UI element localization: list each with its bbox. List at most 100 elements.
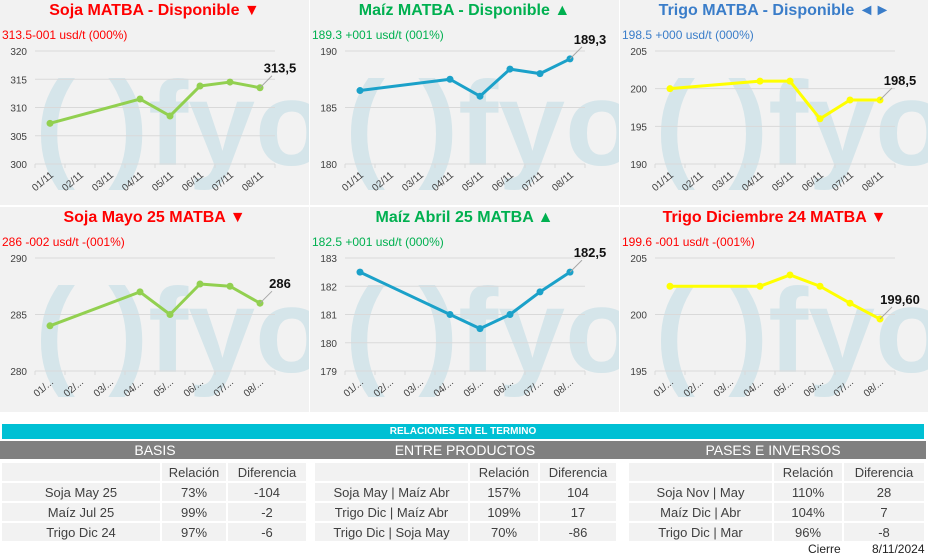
data-point[interactable] — [356, 268, 364, 276]
chart-title: Maíz MATBA - Disponible ▲ — [358, 2, 571, 19]
section-title-pases: PASES E INVERSOS — [705, 442, 841, 458]
y-tick-label: 205 — [630, 47, 647, 58]
chart-subtitle: 182.5 +001 usd/t (000%) — [312, 235, 444, 249]
data-point[interactable] — [196, 280, 204, 288]
relaciones-banner: RELACIONES EN EL TERMINO — [2, 424, 924, 439]
table-cell: 109% — [470, 503, 538, 521]
table-cell: 7 — [844, 503, 924, 521]
y-tick-label: 310 — [10, 104, 27, 115]
y-tick-label: 190 — [320, 47, 337, 58]
fyo-watermark: ( )fyo — [345, 57, 619, 191]
y-tick-label: 181 — [320, 311, 337, 322]
table-cell: Trigo Dic | Mar — [629, 523, 772, 541]
relaciones-table: Relación Diferencia Soja May 25 73% -104 Maíz… — [0, 461, 308, 543]
data-point[interactable] — [166, 311, 174, 318]
data-point[interactable] — [166, 112, 174, 120]
table-row: Trigo Dic 24 97% -6 — [2, 523, 306, 541]
data-point[interactable] — [46, 322, 54, 330]
chart-title: Trigo Diciembre 24 MATBA ▼ — [662, 209, 887, 226]
data-point[interactable] — [506, 65, 514, 73]
table-cell: Maíz Dic | Abr — [629, 503, 772, 521]
data-point[interactable] — [226, 78, 234, 86]
section-title-entre-productos: ENTRE PRODUCTOS — [394, 442, 536, 458]
data-point[interactable] — [756, 77, 764, 85]
footer-date: 8/11/2024 — [872, 542, 925, 556]
table-cell: Trigo Dic | Maíz Abr — [315, 503, 468, 521]
data-point[interactable] — [476, 92, 484, 100]
y-tick-label: 180 — [320, 339, 337, 350]
y-tick-label: 180 — [320, 160, 337, 171]
table-cell: -6 — [228, 523, 306, 541]
data-point[interactable] — [666, 85, 674, 93]
y-tick-label: 190 — [630, 160, 647, 171]
series-line — [669, 79, 880, 121]
chart-title: Maíz Abril 25 MATBA ▲ — [375, 209, 554, 226]
data-point[interactable] — [846, 96, 854, 104]
last-value-label: 199,60 — [880, 292, 920, 307]
data-point[interactable] — [446, 75, 454, 83]
data-point[interactable] — [536, 70, 544, 78]
label-leader — [259, 75, 273, 89]
data-point[interactable] — [446, 311, 454, 318]
y-tick-label: 315 — [10, 75, 27, 86]
chart-panel: ( )fyo 179 180 181 182 183 01/... 02/... 03/... 0… — [310, 207, 619, 412]
fyo-watermark: ( )fyo — [35, 57, 309, 191]
chart-title: Soja Mayo 25 MATBA ▼ — [63, 209, 246, 226]
label-leader — [569, 46, 583, 60]
table-cell: 97% — [162, 523, 226, 541]
data-point[interactable] — [536, 288, 544, 296]
last-value-label: 313,5 — [264, 61, 297, 76]
table-cell: 110% — [774, 483, 842, 501]
data-point[interactable] — [46, 119, 54, 127]
data-point[interactable] — [136, 95, 144, 103]
table-cell: 104% — [774, 503, 842, 521]
data-point[interactable] — [356, 87, 364, 95]
table-cell: 99% — [162, 503, 226, 521]
table-row: Trigo Dic | Mar 96% -8 — [629, 523, 924, 541]
data-point[interactable] — [816, 115, 824, 123]
data-point[interactable] — [196, 82, 204, 90]
data-point[interactable] — [786, 77, 794, 85]
chart-panel: ( )fyo 180 185 190 01/11 02/11 03/11 04/11 05/11… — [310, 0, 619, 205]
chart-subtitle: 198.5 +000 usd/t (000%) — [622, 28, 754, 42]
label-leader — [259, 290, 273, 304]
data-point[interactable] — [756, 282, 764, 290]
last-value-label: 286 — [269, 276, 291, 291]
table-cell: -86 — [540, 523, 616, 541]
chart-panel: ( )fyo 280 285 290 01/... 02/... 03/... 04/... 0… — [0, 207, 309, 412]
y-tick-label: 305 — [10, 132, 27, 143]
footer-label: Cierre — [808, 542, 841, 556]
last-value-label: 198,5 — [884, 73, 917, 88]
chart-subtitle: 286 -002 usd/t -(001%) — [2, 235, 125, 249]
data-point[interactable] — [846, 299, 854, 307]
data-point[interactable] — [816, 282, 824, 290]
section-title-basis: BASIS — [134, 442, 176, 458]
data-point[interactable] — [476, 325, 484, 333]
column-header: Diferencia — [844, 463, 924, 481]
chart-title: Trigo MATBA - Disponible ◄► — [658, 2, 891, 19]
data-point[interactable] — [136, 288, 144, 296]
y-tick-label: 280 — [10, 367, 27, 378]
y-tick-label: 200 — [630, 311, 647, 322]
data-point[interactable] — [226, 282, 234, 290]
data-point[interactable] — [506, 311, 514, 318]
chart-subtitle: 189.3 +001 usd/t (001%) — [312, 28, 444, 42]
table-cell: Soja May 25 — [2, 483, 160, 501]
data-point[interactable] — [666, 282, 674, 290]
y-tick-label: 185 — [320, 104, 337, 115]
series-line — [359, 270, 571, 331]
column-header: Relación — [162, 463, 226, 481]
section-header-bar: BASIS ENTRE PRODUCTOS PASES E INVERSOS — [0, 441, 926, 459]
table-row: Trigo Dic | Soja May 70% -86 — [315, 523, 616, 541]
chart-title: Soja MATBA - Disponible ▼ — [49, 2, 260, 19]
data-point[interactable] — [786, 271, 794, 279]
table-header-row: Relación Diferencia — [2, 463, 306, 481]
y-tick-label: 182 — [320, 282, 337, 293]
table-cell: Soja Nov | May — [629, 483, 772, 501]
